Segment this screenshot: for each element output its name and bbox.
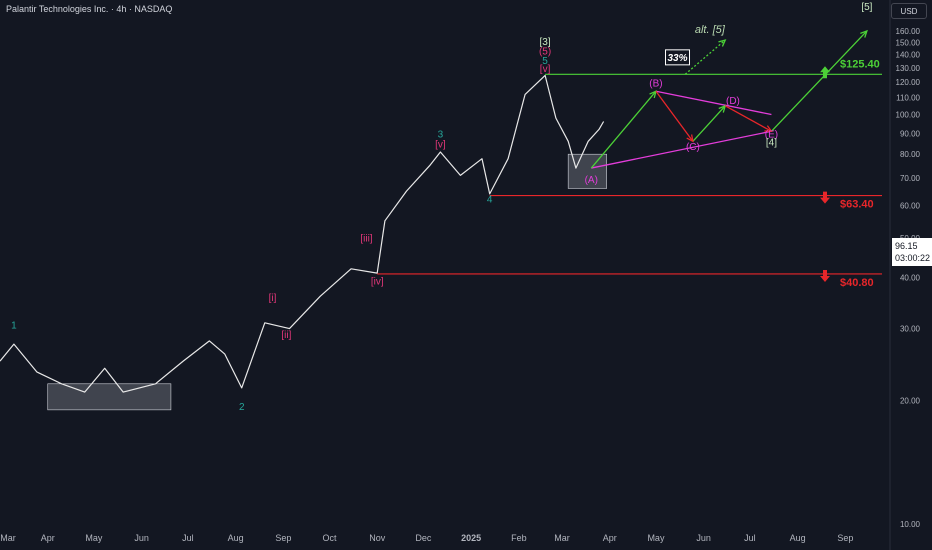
wave-label-14: (B): [649, 79, 662, 90]
price-series: [0, 74, 605, 393]
wave-label-16: (D): [726, 96, 740, 107]
y-tick-label-1: 20.00: [900, 397, 921, 406]
level-label-0: $125.40: [840, 58, 880, 70]
y-tick-label-3: 40.00: [900, 273, 921, 282]
wave-label-7: [iii]: [360, 233, 372, 244]
wave-labels: 33% 1 2 3 4 5 [i] [ii] [iii] [iv] [v] [v] (5)[3] (A) (…: [11, 2, 873, 413]
wave-label-2: 3: [438, 129, 444, 140]
x-tick-label-3: Jun: [134, 533, 149, 543]
price-line: [0, 74, 605, 393]
wave-label-10: [v]: [540, 64, 551, 75]
triangle-upper-line: [655, 90, 772, 116]
wave-label-20: alt. [5]: [695, 24, 726, 36]
wave-label-13: (A): [585, 175, 598, 186]
last-price-tag: 96.15 03:00:22: [892, 238, 932, 266]
countdown-timer: 03:00:22: [895, 253, 931, 263]
wave-label-18: [4]: [766, 138, 777, 149]
y-tick-label-6: 70.00: [900, 174, 921, 183]
x-tick-label-15: Jun: [696, 533, 711, 543]
wave-label-11: (5): [539, 47, 551, 58]
horizontal-levels: $125.40 $63.40 $40.80: [377, 58, 882, 289]
red-arrowhead-0: [686, 134, 694, 143]
green-wave-0: [590, 90, 657, 169]
red-wave-1: [724, 105, 772, 132]
y-tick-label-13: 140.00: [896, 51, 921, 60]
x-tick-label-14: May: [647, 533, 665, 543]
y-tick-label-11: 120.00: [896, 78, 921, 87]
x-tick-label-12: Mar: [554, 533, 570, 543]
wave-label-0: 1: [11, 321, 17, 332]
x-tick-label-8: Nov: [369, 533, 386, 543]
x-tick-label-17: Aug: [790, 533, 806, 543]
x-tick-label-7: Oct: [323, 533, 338, 543]
x-axis: Mar Apr May Jun Jul Aug Sep Oct Nov Dec 2025 Feb Mar…: [0, 533, 853, 543]
currency-button[interactable]: USD: [891, 3, 927, 19]
annotation-box-0: [665, 49, 691, 66]
x-tick-label-1: Apr: [41, 533, 55, 543]
wave-label-5: [i]: [269, 293, 277, 304]
x-tick-label-10: 2025: [461, 533, 481, 543]
green-wave-1: [692, 105, 726, 142]
down-arrow-icon: [820, 269, 830, 282]
x-tick-label-5: Aug: [228, 533, 244, 543]
wave-label-19: [5]: [861, 2, 872, 13]
y-tick-label-14: 150.00: [896, 38, 921, 47]
wave-label-1: 2: [239, 402, 245, 413]
alt-dotted-path: [684, 39, 726, 75]
x-tick-label-18: Sep: [837, 533, 853, 543]
annotation-text-0: 33%: [668, 53, 688, 64]
y-tick-label-8: 90.00: [900, 129, 921, 138]
chart-title: Palantir Technologies Inc. · 4h · NASDAQ: [6, 4, 173, 14]
y-tick-label-7: 80.00: [900, 150, 921, 159]
red-arrowhead-1: [764, 125, 773, 133]
wave-label-17: (E): [765, 129, 778, 140]
shaded-boxes: [47, 153, 607, 411]
y-tick-label-0: 10.00: [900, 520, 921, 529]
x-tick-label-11: Feb: [511, 533, 527, 543]
wave-label-4: 5: [542, 56, 548, 67]
wave-label-3: 4: [487, 194, 493, 205]
shaded-box-1: [567, 153, 607, 189]
x-tick-label-13: Apr: [603, 533, 617, 543]
y-tick-label-12: 130.00: [896, 64, 921, 73]
x-tick-label-6: Sep: [275, 533, 291, 543]
y-tick-label-9: 100.00: [896, 111, 921, 120]
wave-label-8: [iv]: [371, 276, 384, 287]
wave-label-9: [v]: [435, 140, 446, 151]
wave-label-6: [ii]: [281, 330, 291, 341]
y-tick-label-5: 60.00: [900, 201, 921, 210]
wave-label-15: (C): [686, 142, 700, 153]
up-arrow-icon: [820, 66, 830, 79]
red-wave-0: [655, 90, 694, 142]
green-arrowhead-2: [860, 29, 868, 38]
projection-paths: [590, 29, 868, 169]
y-tick-label-15: 160.00: [896, 27, 921, 36]
last-price-value: 96.15: [895, 241, 918, 251]
y-tick-label-2: 30.00: [900, 325, 921, 334]
y-tick-label-10: 110.00: [896, 94, 920, 103]
wave-label-12: [3]: [540, 37, 551, 48]
x-tick-label-0: Mar: [0, 533, 16, 543]
x-tick-label-16: Jul: [744, 533, 756, 543]
x-tick-label-9: Dec: [415, 533, 432, 543]
level-label-2: $40.80: [840, 277, 874, 289]
triangle-lower-line: [591, 130, 772, 169]
x-tick-label-2: May: [85, 533, 103, 543]
y-axis: 10.0020.0030.0040.0050.0060.0070.0080.00…: [889, 0, 921, 550]
green-wave-2: [770, 30, 868, 132]
level-label-1: $63.40: [840, 199, 874, 211]
down-arrow-icon: [820, 191, 830, 204]
shaded-box-0: [47, 383, 172, 411]
alt-dotted-arrowhead: [718, 39, 727, 47]
x-tick-label-4: Jul: [182, 533, 194, 543]
